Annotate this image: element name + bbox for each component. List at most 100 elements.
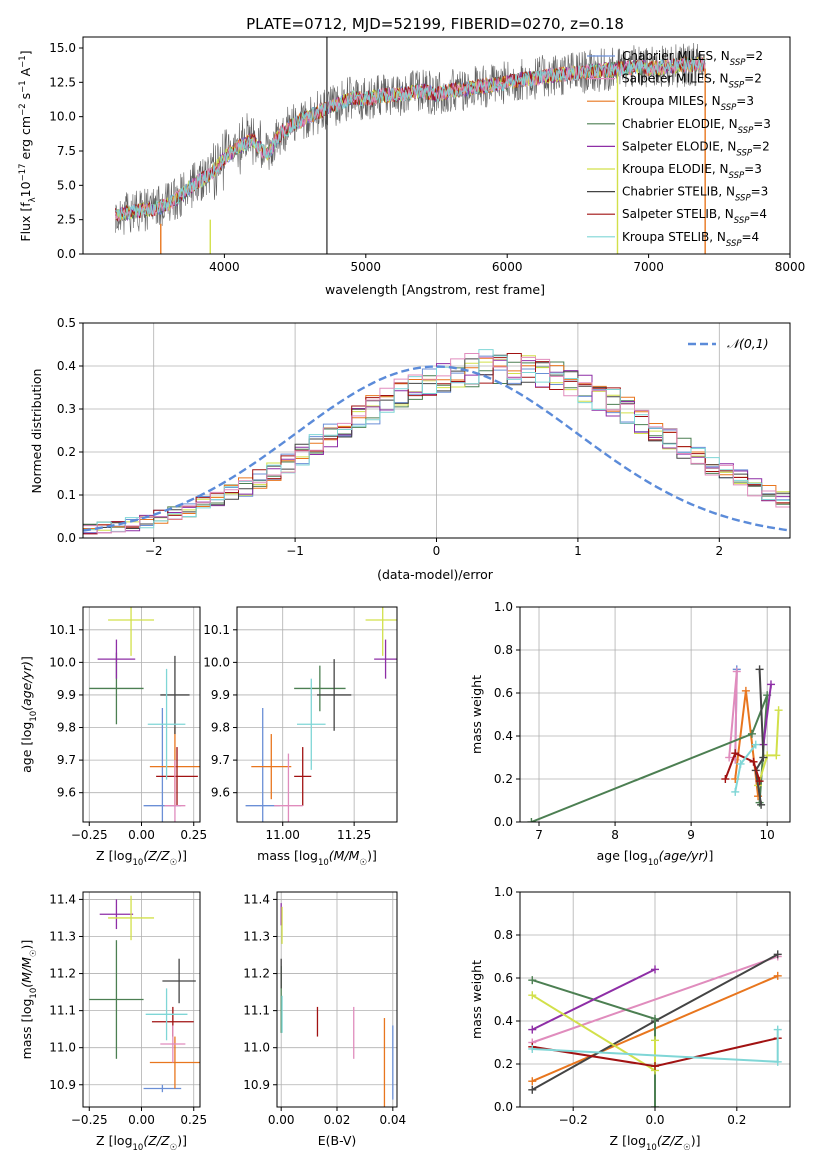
x-tick-label: 0.25 [180,1113,207,1127]
error-point [147,668,186,780]
error-point [297,678,326,770]
plus-marker [773,971,782,980]
error-point [89,940,144,1059]
plus-marker [528,1085,537,1094]
y-tick-label: 10.1 [203,623,230,637]
weight-series-line [531,694,769,822]
y-axis-label: mass [log10(M/M☉)] [19,940,39,1060]
plus-marker [651,1062,659,1071]
x-tick-label: 6000 [492,260,523,274]
y-tick-label: 9.7 [211,753,230,767]
plus-marker [731,749,740,758]
error-point [294,665,346,712]
legend-label: Salpeter STELIB, NSSP=4 [622,207,767,226]
y-axis-label: age [log10(age/yr)] [19,656,39,773]
y-tick-label: 10.9 [243,1078,270,1092]
y-tick-label: 0.2 [494,1057,513,1071]
plus-marker [747,729,756,738]
y-tick-label: 11.1 [243,1004,270,1018]
weight-series-line [734,690,760,797]
legend: 𝒩(0,1) [688,336,769,351]
x-tick-label: 5000 [351,260,382,274]
y-tick-label: 7.5 [57,144,76,158]
plus-marker [749,757,758,766]
x-tick-label: 7 [535,828,543,842]
y-tick-label: 11.0 [243,1041,270,1055]
x-axis-label: age [log10(age/yr)] [597,848,714,868]
legend-label: 𝒩(0,1) [727,336,769,351]
plus-marker [528,1077,537,1086]
x-tick-label: 10 [760,828,775,842]
y-tick-label: 10.9 [49,1078,76,1092]
weight-series-line [762,684,772,745]
y-tick-label: 2.5 [57,213,76,227]
x-tick-label: 1 [574,544,582,558]
plus-marker [755,777,764,786]
plus-marker [651,965,659,974]
y-tick-label: 9.9 [57,688,76,702]
y-axis-label: mass weight [469,675,484,754]
y-tick-label: 0.4 [494,729,513,743]
axes-frame [82,322,791,539]
plot-area [527,665,783,822]
error-point [108,895,155,941]
y-tick-label: 0.0 [494,1100,513,1114]
legend-label: Chabrier MILES, NSSP=2 [622,49,763,68]
plus-marker [757,800,766,809]
y-tick-label: 11.0 [49,1041,76,1055]
error-point [97,639,136,679]
y-tick-label: 9.6 [57,786,76,800]
y-tick-label: 0.6 [494,971,513,985]
grid [237,607,397,822]
z-vs-age-chart: −0.25 0.00 0.25 9.6 9.7 9.8 9.9 10.0 10.1 Z [log1… [19,606,207,868]
legend-label: Salpeter ELODIE, NSSP=2 [622,139,770,158]
axes-frame [82,606,201,823]
axes-frame [519,606,791,823]
axes-frame [82,36,791,255]
y-tick-label: 11.2 [243,967,270,981]
x-tick-label: 0 [433,544,441,558]
error-point [365,607,397,656]
y-tick-label: 1.0 [494,600,513,614]
plot-area [280,903,394,1107]
x-tick-label: 8 [611,828,619,842]
axes-frame [276,891,398,1108]
x-tick-label: −0.2 [559,1113,588,1127]
legend-label: Kroupa STELIB, NSSP=4 [622,230,759,249]
weight-series-line [728,671,738,760]
plus-marker [725,753,734,762]
weight-series-line [531,955,779,1044]
grid [277,892,397,1107]
error-point [99,899,134,930]
grid [83,607,200,822]
legend-label: Chabrier STELIB, NSSP=3 [622,185,768,204]
plus-marker [528,1025,537,1034]
histogram-step [83,359,790,538]
plus-marker [732,667,741,676]
x-axis-label: wavelength [Angstrom, rest frame] [325,282,545,297]
error-point [274,753,303,822]
error-point [156,747,198,806]
y-tick-label: 0.4 [494,1014,513,1028]
error-point [294,747,312,806]
y-tick-label: 9.9 [211,688,230,702]
weight-series-line [531,968,656,1031]
y-tick-label: 0.0 [57,247,76,261]
plus-marker [773,1057,782,1066]
plot-area [528,950,782,1107]
y-tick-label: 9.8 [211,721,230,735]
x-axis-label: Z [log10(Z/Z☉)] [96,848,187,868]
y-tick-label: 9.8 [57,721,76,735]
y-tick-label: 1.0 [494,885,513,899]
x-tick-label: 0.04 [379,1113,406,1127]
error-point [251,734,292,800]
x-tick-label: 0.00 [268,1113,295,1127]
error-point [164,760,186,822]
plus-marker [736,759,745,768]
plus-marker [731,787,740,796]
x-tick-label: −0.25 [71,828,108,842]
weight-series-line [724,751,761,782]
error-point [108,607,155,656]
y-tick-label: 9.6 [211,786,230,800]
